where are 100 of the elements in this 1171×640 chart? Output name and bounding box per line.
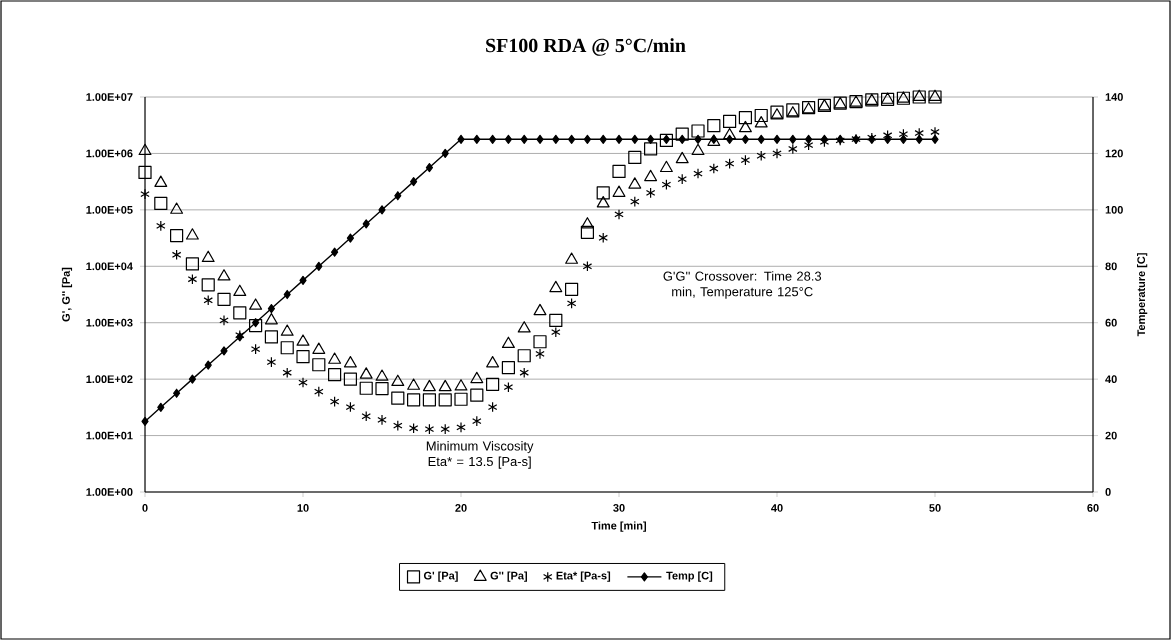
y2-tick-label: 60 [1105,318,1117,327]
annotation: G'G'' Crossover: Time 28.3 min, Temperature 125°C [663,271,822,299]
point [233,306,247,320]
point [217,292,231,306]
point [756,150,766,162]
point [422,379,436,392]
point [454,392,468,406]
point [219,314,229,326]
point [456,421,466,433]
point [249,298,263,310]
point [264,330,279,344]
point [156,220,166,232]
point [138,165,152,180]
point [644,142,658,156]
point [740,154,751,166]
point [549,280,563,293]
point [422,393,437,407]
point [723,127,737,140]
point [438,379,452,392]
point [551,326,561,338]
point [203,294,213,306]
point [738,111,753,125]
point [565,252,579,264]
point [407,378,421,390]
point [612,164,626,179]
point [377,414,387,426]
y-tick-label: 1.00E+01 [86,431,133,440]
point [614,209,624,220]
point [154,175,168,187]
point [264,312,278,325]
point [630,196,640,208]
y-tick-label: 1.00E+02 [86,375,133,384]
point [549,313,563,327]
point [503,381,514,393]
point [675,151,689,164]
y-tick-label: 1.00E+05 [86,205,133,214]
point [535,348,545,360]
x-tick-label: 60 [1087,504,1099,512]
point [298,377,308,388]
y2-tick-label: 120 [1105,149,1123,158]
point [201,250,215,263]
point [187,273,198,285]
point [565,282,579,296]
y-tick-label: 1.00E+03 [86,318,133,327]
point [486,377,500,391]
point [772,148,782,159]
chart-title: SF100 RDA @ 5°C/min [486,38,686,56]
x-tick-label: 40 [771,504,783,512]
point [185,257,200,271]
legend-label: Eta* [Pa-s] [556,571,611,582]
point [154,196,168,211]
annotation: Minimum Viscosity Eta* = 13.5 [Pa-s] [426,441,534,469]
point [314,386,324,398]
point [329,396,340,407]
point [501,361,516,375]
point [580,225,595,239]
point [424,423,435,435]
point [280,341,294,355]
point [693,168,703,179]
point [343,372,358,386]
point [217,269,231,281]
y2-tick-label: 20 [1105,431,1117,440]
point [470,388,484,402]
point [533,335,547,349]
y-axis-title: G', G'' [Pa] [61,267,73,322]
point [282,367,292,379]
point [454,379,468,391]
point [438,393,452,407]
point [201,278,215,292]
legend-label: G' [Pa] [423,571,458,582]
point [788,143,798,155]
point [754,108,768,123]
point [612,185,626,197]
point [628,150,642,165]
point [517,321,531,333]
x-tick-label: 10 [297,504,309,512]
point [659,160,673,173]
point [517,349,531,363]
point [266,356,277,368]
point [486,356,500,368]
point [738,120,752,133]
point [375,382,389,396]
point [580,217,594,229]
point [375,369,389,381]
point [312,358,326,372]
point [391,391,405,405]
legend-label: Temp [C] [666,571,713,582]
point [391,374,405,387]
point [233,284,247,297]
point [407,393,421,407]
point [472,415,482,427]
legend-label: G'' [Pa] [490,571,527,582]
point [359,381,373,395]
y-tick-label: 1.00E+00 [86,488,133,496]
point [723,114,737,128]
point [691,143,705,156]
point [582,260,593,272]
point [724,158,735,170]
y2-tick-label: 100 [1105,205,1123,214]
point [470,371,484,384]
